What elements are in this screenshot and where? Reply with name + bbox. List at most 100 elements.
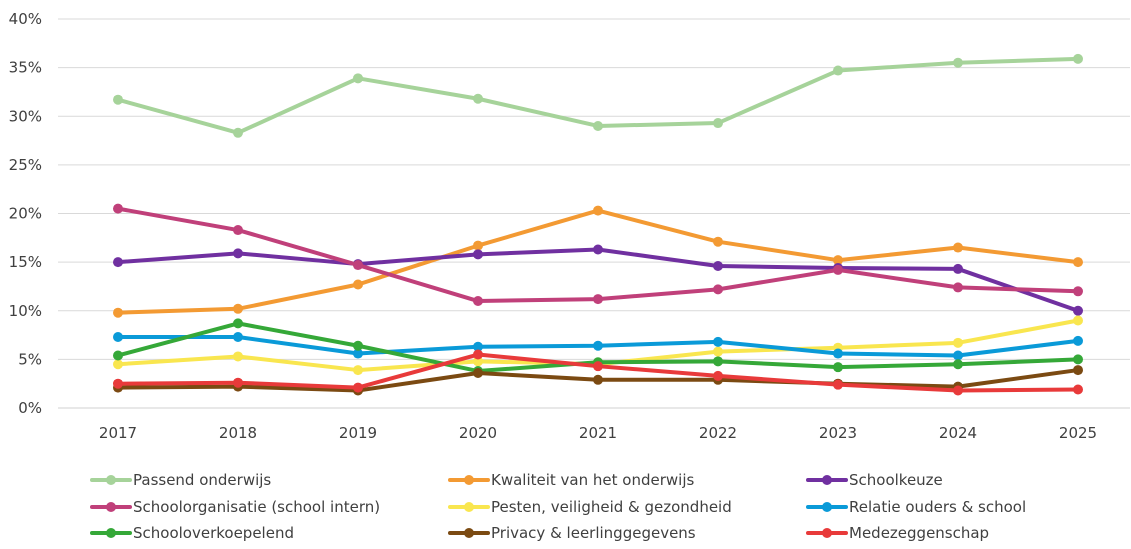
- data-point: [233, 351, 243, 362]
- legend-swatch-marker: [106, 502, 116, 512]
- data-point: [353, 340, 363, 351]
- data-point: [233, 127, 243, 138]
- legend-label: Kwaliteit van het onderwijs: [491, 471, 694, 489]
- data-point: [1073, 257, 1083, 268]
- data-point: [713, 346, 723, 357]
- legend-item-pesten-veiligheid-and-gezondheid: Pesten, veiligheid & gezondheid: [448, 498, 732, 516]
- data-point: [233, 303, 243, 314]
- data-point: [113, 203, 123, 214]
- y-tick-label: 25%: [9, 156, 42, 174]
- x-tick-label: 2025: [1059, 424, 1097, 442]
- data-point: [1073, 53, 1083, 64]
- legend-swatch-marker: [464, 475, 474, 485]
- x-tick-label: 2021: [579, 424, 617, 442]
- data-point: [353, 348, 363, 359]
- legend: Passend onderwijs Kwaliteit van het onder…: [90, 471, 1026, 542]
- data-point: [953, 337, 963, 348]
- data-point: [473, 367, 483, 378]
- data-point: [593, 244, 603, 255]
- legend-item-schooloverkoepelend: Schooloverkoepelend: [90, 524, 294, 542]
- data-point: [953, 385, 963, 396]
- legend-swatch-marker: [822, 502, 832, 512]
- data-point: [593, 361, 603, 372]
- data-point: [713, 261, 723, 272]
- data-point: [713, 118, 723, 129]
- data-point: [353, 382, 363, 393]
- series-lines: [113, 53, 1083, 396]
- x-tick-label: 2024: [939, 424, 977, 442]
- data-point: [113, 378, 123, 389]
- legend-item-relatie-ouders-and-school: Relatie ouders & school: [806, 498, 1026, 516]
- legend-swatch-marker: [106, 528, 116, 538]
- data-point: [833, 65, 843, 76]
- data-point: [833, 379, 843, 390]
- x-tick-label: 2020: [459, 424, 497, 442]
- data-point: [713, 370, 723, 381]
- data-point: [593, 374, 603, 385]
- data-point: [233, 248, 243, 259]
- data-point: [1073, 335, 1083, 346]
- legend-swatch-marker: [822, 528, 832, 538]
- y-tick-label: 10%: [9, 302, 42, 320]
- data-point: [953, 57, 963, 68]
- y-tick-label: 5%: [18, 350, 42, 368]
- legend-label: Passend onderwijs: [133, 471, 271, 489]
- legend-swatch-marker: [822, 475, 832, 485]
- data-point: [353, 365, 363, 376]
- data-point: [1073, 305, 1083, 316]
- legend-swatch-marker: [106, 475, 116, 485]
- legend-item-privacy-and-leerlinggegevens: Privacy & leerlinggegevens: [448, 524, 696, 542]
- data-point: [473, 296, 483, 307]
- data-point: [233, 225, 243, 236]
- y-tick-label: 0%: [18, 399, 42, 417]
- y-tick-label: 40%: [9, 10, 42, 28]
- legend-label: Relatie ouders & school: [849, 498, 1026, 516]
- data-point: [953, 350, 963, 361]
- data-point: [833, 348, 843, 359]
- data-point: [593, 205, 603, 216]
- legend-item-kwaliteit-van-het-onderwijs: Kwaliteit van het onderwijs: [448, 471, 694, 489]
- x-tick-label: 2018: [219, 424, 257, 442]
- legend-item-schoolorganisatie-school-intern: Schoolorganisatie (school intern): [90, 498, 380, 516]
- legend-item-passend-onderwijs: Passend onderwijs: [90, 471, 271, 489]
- series-schoolorganisatie-school-intern: [113, 203, 1083, 307]
- data-point: [713, 236, 723, 247]
- data-point: [233, 377, 243, 388]
- data-point: [353, 260, 363, 271]
- data-point: [833, 264, 843, 275]
- data-point: [953, 263, 963, 274]
- series-relatie-ouders-and-school: [113, 332, 1083, 361]
- data-point: [113, 332, 123, 343]
- data-point: [473, 249, 483, 260]
- x-tick-label: 2019: [339, 424, 377, 442]
- series-passend-onderwijs: [113, 53, 1083, 138]
- data-point: [473, 93, 483, 104]
- legend-item-medezeggenschap: Medezeggenschap: [806, 524, 989, 542]
- data-point: [593, 120, 603, 131]
- data-point: [1073, 354, 1083, 365]
- data-point: [233, 332, 243, 343]
- data-point: [593, 294, 603, 305]
- data-point: [113, 359, 123, 370]
- legend-label: Schoolkeuze: [849, 471, 943, 489]
- data-point: [113, 257, 123, 268]
- data-point: [1073, 315, 1083, 326]
- data-point: [353, 73, 363, 84]
- data-point: [833, 255, 843, 266]
- y-axis: 0% 5% 10% 15% 20% 25% 30% 35% 40%: [9, 10, 42, 417]
- x-axis: 2017 2018 2019 2020 2021 2022 2023 2024 2025: [99, 424, 1097, 442]
- series-medezeggenschap: [113, 349, 1083, 396]
- data-point: [473, 341, 483, 352]
- legend-label: Schooloverkoepelend: [133, 524, 294, 542]
- data-point: [233, 318, 243, 329]
- legend-label: Pesten, veiligheid & gezondheid: [491, 498, 732, 516]
- y-tick-label: 30%: [9, 107, 42, 125]
- data-point: [353, 279, 363, 290]
- data-point: [1073, 286, 1083, 297]
- data-point: [953, 359, 963, 370]
- data-point: [113, 94, 123, 105]
- legend-label: Privacy & leerlinggegevens: [491, 524, 696, 542]
- y-tick-label: 15%: [9, 253, 42, 271]
